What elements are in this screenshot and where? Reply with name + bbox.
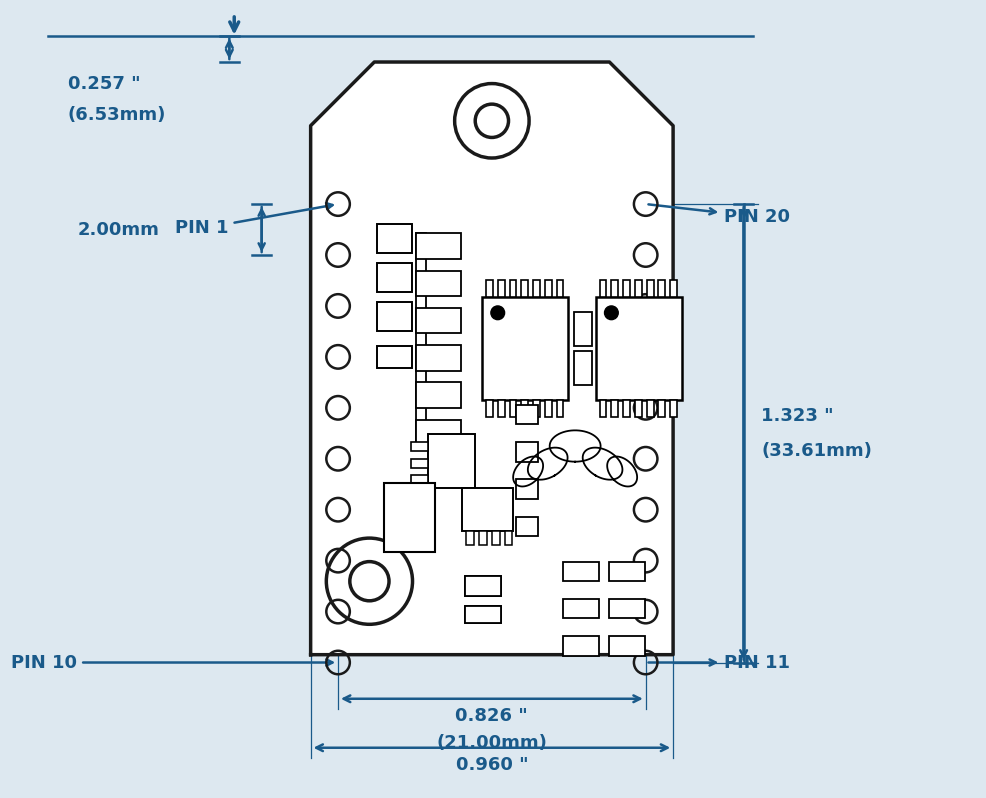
Bar: [517, 480, 538, 499]
Bar: [486, 280, 493, 297]
Bar: [611, 280, 618, 297]
Text: 0.826 ": 0.826 ": [456, 706, 528, 725]
Text: PIN 11: PIN 11: [649, 654, 790, 671]
Text: (21.00mm): (21.00mm): [437, 734, 547, 752]
Bar: [479, 531, 487, 545]
Bar: [533, 400, 540, 417]
Bar: [609, 636, 645, 656]
Bar: [378, 302, 411, 331]
Bar: [517, 405, 538, 425]
Bar: [563, 598, 599, 618]
Bar: [410, 442, 428, 451]
Text: 2.00mm: 2.00mm: [78, 220, 160, 239]
Bar: [486, 400, 493, 417]
Bar: [563, 636, 599, 656]
Bar: [416, 234, 460, 259]
Bar: [416, 308, 460, 334]
Bar: [378, 223, 411, 253]
Bar: [510, 280, 517, 297]
Bar: [378, 346, 411, 368]
Circle shape: [491, 306, 505, 320]
Polygon shape: [311, 62, 673, 654]
Bar: [416, 420, 460, 445]
Bar: [522, 280, 528, 297]
Bar: [609, 598, 645, 618]
Text: (33.61mm): (33.61mm): [761, 442, 873, 460]
Bar: [574, 312, 592, 346]
Bar: [517, 516, 538, 536]
Bar: [378, 263, 411, 292]
Bar: [635, 400, 642, 417]
Bar: [596, 297, 682, 400]
Text: PIN 1: PIN 1: [176, 203, 332, 238]
Bar: [492, 531, 500, 545]
Bar: [635, 280, 642, 297]
Bar: [556, 400, 563, 417]
Text: 1.323 ": 1.323 ": [761, 407, 834, 425]
Text: 0.960 ": 0.960 ": [456, 756, 528, 773]
Bar: [533, 280, 540, 297]
Text: PIN 10: PIN 10: [12, 654, 332, 671]
Bar: [498, 280, 505, 297]
Bar: [599, 400, 606, 417]
Bar: [416, 234, 426, 444]
Text: (6.53mm): (6.53mm): [68, 106, 166, 124]
Bar: [545, 400, 551, 417]
Text: PIN 20: PIN 20: [649, 204, 790, 226]
Bar: [462, 488, 514, 531]
Bar: [556, 280, 563, 297]
Bar: [498, 400, 505, 417]
Bar: [574, 351, 592, 385]
Bar: [510, 400, 517, 417]
Bar: [465, 576, 501, 596]
Bar: [670, 400, 677, 417]
Bar: [416, 271, 460, 296]
Bar: [659, 280, 666, 297]
Bar: [609, 562, 645, 581]
Bar: [385, 484, 435, 552]
Bar: [465, 606, 501, 623]
Bar: [647, 400, 654, 417]
Bar: [611, 400, 618, 417]
Bar: [659, 400, 666, 417]
Bar: [482, 297, 568, 400]
Bar: [416, 382, 460, 408]
Circle shape: [604, 306, 618, 320]
Bar: [623, 280, 630, 297]
Bar: [465, 576, 501, 596]
Bar: [522, 400, 528, 417]
Bar: [599, 280, 606, 297]
Bar: [466, 531, 474, 545]
Bar: [465, 606, 501, 623]
Bar: [410, 459, 428, 468]
Bar: [416, 345, 460, 370]
Text: 0.257 ": 0.257 ": [68, 75, 140, 93]
Bar: [670, 280, 677, 297]
Bar: [563, 562, 599, 581]
Bar: [428, 434, 475, 488]
Bar: [647, 280, 654, 297]
Bar: [410, 476, 428, 484]
Bar: [505, 531, 513, 545]
Bar: [623, 400, 630, 417]
Bar: [517, 442, 538, 462]
Bar: [545, 280, 551, 297]
